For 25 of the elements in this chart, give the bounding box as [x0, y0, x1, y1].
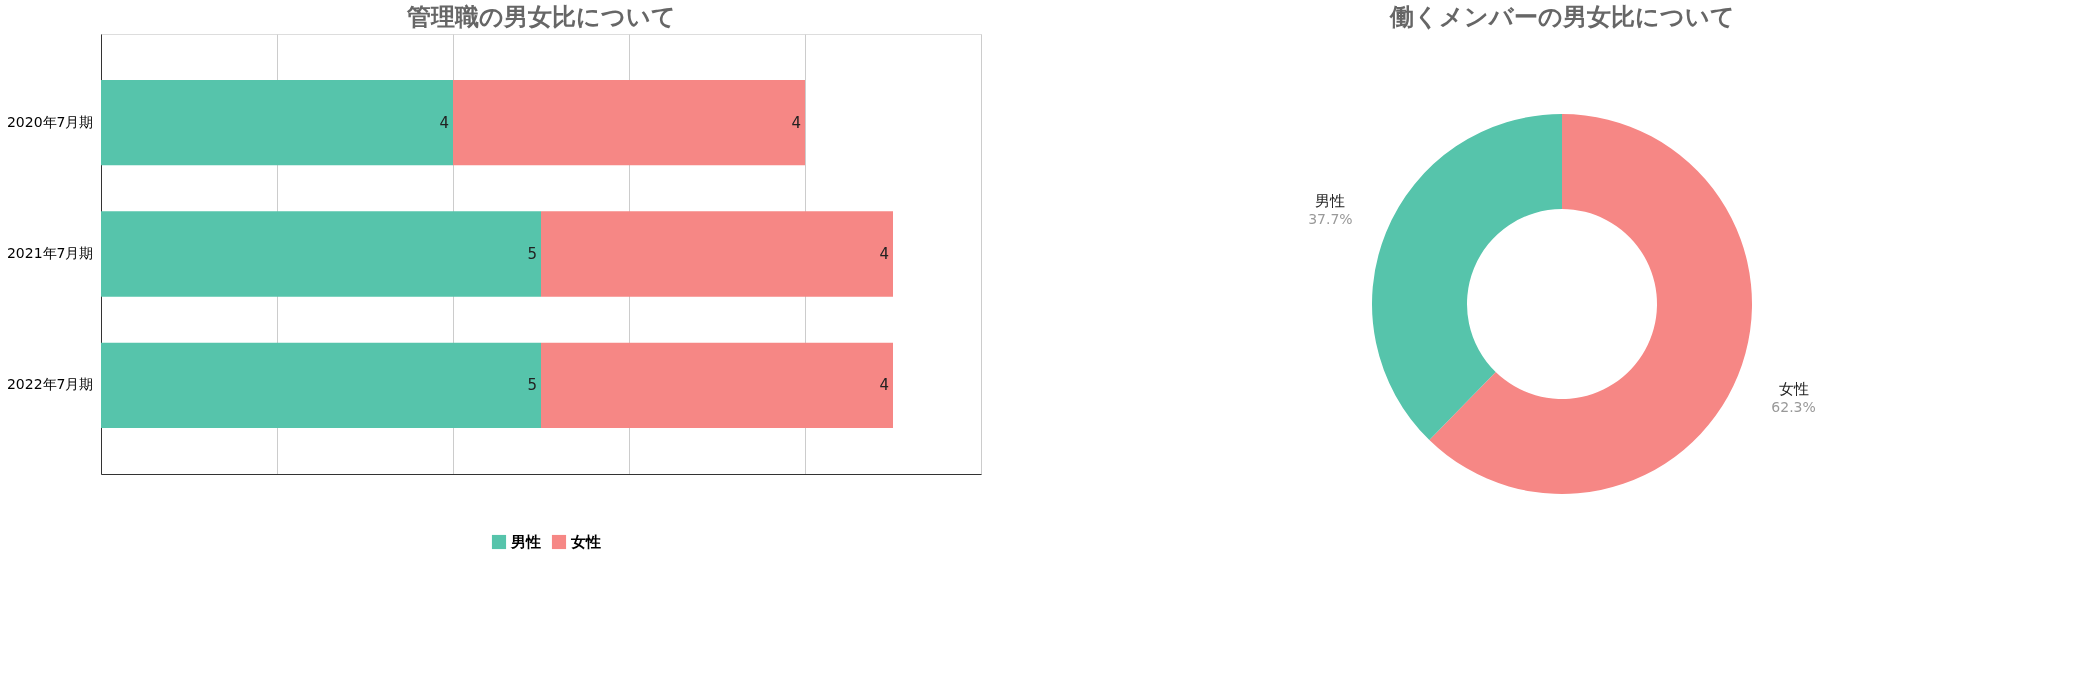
bar — [453, 79, 805, 166]
data-label: 4 — [879, 245, 889, 263]
data-label: 4 — [791, 113, 801, 132]
y-tick-label: 2021年7月期 — [6, 245, 94, 261]
bar — [541, 342, 893, 429]
data-label: 4 — [439, 113, 449, 132]
bar — [541, 211, 893, 297]
data-label: 4 — [879, 376, 889, 395]
legend-label: 女性 — [570, 533, 601, 551]
donut-slice — [1372, 114, 1562, 441]
chart-title: 働くメンバーの男女比について — [1388, 3, 1735, 31]
bar — [101, 79, 453, 166]
donut-slice — [1429, 114, 1752, 494]
data-label: 5 — [527, 245, 537, 263]
data-label: 62.3% — [1771, 399, 1816, 416]
slice-label: 男性 — [1315, 191, 1346, 210]
legend-label: 男性 — [510, 533, 541, 551]
data-label: 37.7% — [1308, 210, 1353, 227]
bar — [101, 211, 541, 297]
bar — [101, 342, 541, 429]
chart-title: 管理職の男女比について — [405, 3, 676, 31]
y-tick-label: 2020年7月期 — [6, 113, 94, 130]
slice-label: 女性 — [1778, 380, 1809, 399]
y-tick-label: 2022年7月期 — [6, 376, 94, 393]
data-label: 5 — [527, 376, 537, 395]
